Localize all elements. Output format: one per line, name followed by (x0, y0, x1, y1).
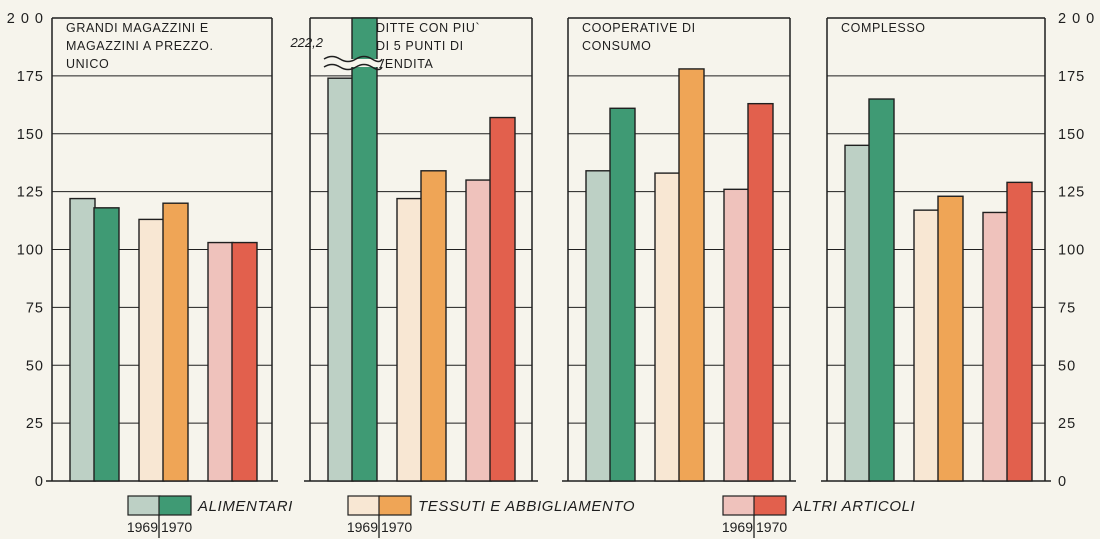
bar-tessuti-1969 (139, 219, 164, 481)
y-axis-left: 0 25 50 75 100 125 150 175 2 0 0 (7, 11, 44, 490)
y-tick-label-right: 175 (1058, 69, 1085, 85)
bar-alimentari-1969 (586, 171, 611, 481)
legend-swatch-1970 (379, 496, 411, 515)
panel-title-line: COOPERATIVE DI (582, 21, 696, 35)
panel-1: GRANDI MAGAZZINI E MAGAZZINI A PREZZO. UNI… (46, 18, 278, 481)
y-tick-label-right: 150 (1058, 127, 1085, 143)
bar-altri-1969 (208, 243, 233, 481)
bar-altri-1970 (490, 118, 515, 481)
panel-4: COMPLESSO (821, 18, 1051, 481)
panel-title-line: CONSUMO (582, 39, 651, 53)
bar-tessuti-1969 (397, 199, 422, 481)
y-tick-label-left: 150 (17, 127, 44, 143)
legend-year-1969: 1969 (127, 519, 158, 535)
bar-altri-1970 (748, 104, 773, 481)
bar-tessuti-1969 (655, 173, 680, 481)
panel-title-line: UNICO (66, 57, 109, 71)
panel-3: COOPERATIVE DI CONSUMO (562, 18, 796, 481)
y-tick-label-right: 75 (1058, 300, 1076, 316)
y-tick-label-left: 175 (17, 69, 44, 85)
legend-swatch-1969 (723, 496, 755, 515)
legend-label: TESSUTI E ABBIGLIAMENTO (418, 498, 635, 515)
y-tick-label-right: 50 (1058, 358, 1076, 374)
legend-item-alimentari: ALIMENTARI 1969 1970 (127, 496, 293, 538)
panel-title-line: VENDITA (376, 57, 434, 71)
panel-title-line: DI 5 PUNTI DI (376, 39, 464, 53)
bar-tessuti-1969 (914, 210, 939, 481)
y-tick-label-left: 0 (35, 474, 44, 490)
broken-bar-value-label: 222,2 (289, 35, 323, 50)
bar-alimentari-1969 (328, 78, 353, 481)
legend-item-altri: ALTRI ARTICOLI 1969 1970 (722, 496, 915, 538)
bar-altri-1970 (232, 243, 257, 481)
legend-swatch-1969 (128, 496, 160, 515)
y-tick-label-right: 2 0 0 (1058, 11, 1095, 27)
bar-alimentari-1969 (845, 145, 870, 481)
panel-title-line: GRANDI MAGAZZINI E (66, 21, 209, 35)
grid-lines (52, 76, 1045, 423)
bar-alimentari-1970 (352, 18, 377, 481)
panel-title-line: MAGAZZINI A PREZZO. (66, 39, 214, 53)
legend-year-1970: 1970 (756, 519, 787, 535)
panel-title-line: COMPLESSO (841, 21, 926, 35)
bar-alimentari-1970 (610, 108, 635, 481)
legend-year-1970: 1970 (381, 519, 412, 535)
bar-altri-1970 (1007, 182, 1032, 481)
y-tick-label-left: 75 (26, 300, 44, 316)
panel-title-line: DITTE CON PIU` (376, 21, 480, 35)
bar-tessuti-1970 (679, 69, 704, 481)
y-tick-label-left: 50 (26, 358, 44, 374)
bar-alimentari-1970 (94, 208, 119, 481)
legend-year-1969: 1969 (722, 519, 753, 535)
y-tick-label-left: 125 (17, 185, 44, 201)
legend-item-tessuti: TESSUTI E ABBIGLIAMENTO 1969 1970 (347, 496, 635, 538)
bar-tessuti-1970 (938, 196, 963, 481)
legend-label: ALTRI ARTICOLI (792, 498, 915, 515)
legend-swatch-1969 (348, 496, 380, 515)
legend-swatch-1970 (754, 496, 786, 515)
y-tick-label-right: 125 (1058, 185, 1085, 201)
bar-tessuti-1970 (421, 171, 446, 481)
bar-altri-1969 (983, 212, 1008, 481)
y-tick-label-left: 2 0 0 (7, 11, 44, 27)
bar-tessuti-1970 (163, 203, 188, 481)
y-tick-label-right: 25 (1058, 416, 1076, 432)
y-tick-label-left: 100 (17, 243, 44, 259)
y-tick-label-right: 0 (1058, 474, 1067, 490)
bar-alimentari-1970 (869, 99, 894, 481)
y-tick-label-right: 100 (1058, 243, 1085, 259)
y-tick-label-left: 25 (26, 416, 44, 432)
legend-swatch-1970 (159, 496, 191, 515)
bar-alimentari-1969 (70, 199, 95, 481)
y-axis-right: 0 25 50 75 100 125 150 175 2 0 0 (1058, 11, 1095, 490)
legend-year-1970: 1970 (161, 519, 192, 535)
bar-altri-1969 (466, 180, 491, 481)
bar-altri-1969 (724, 189, 749, 481)
legend-year-1969: 1969 (347, 519, 378, 535)
legend-label: ALIMENTARI (197, 498, 293, 515)
